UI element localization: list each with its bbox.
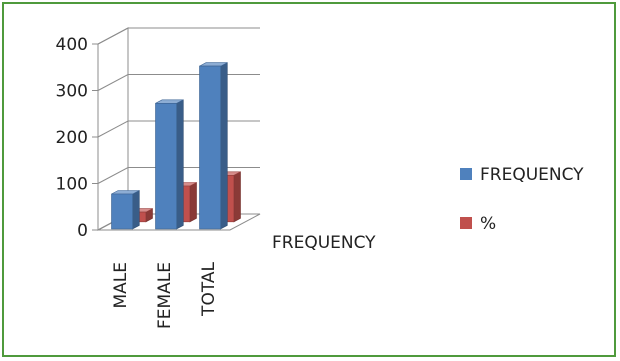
y-tick-label: 100	[56, 175, 88, 195]
y-tick-label: 400	[56, 35, 88, 55]
legend-label: %	[480, 214, 496, 234]
bar-frequency-female	[155, 99, 184, 230]
bar-frequency-male	[111, 190, 140, 230]
bar-frequency-total	[199, 62, 228, 230]
gridline	[97, 27, 260, 45]
x-category-label: MALE	[111, 262, 131, 309]
y-tick-label: 0	[77, 221, 88, 241]
bar-side	[220, 62, 228, 230]
legend-item-frequency: FREQUENCY	[460, 165, 584, 185]
chart-frame	[2, 2, 616, 357]
legend-swatch	[460, 168, 472, 180]
y-tick-label: 300	[56, 82, 88, 102]
x-category-label: TOTAL	[199, 261, 219, 316]
legend-label: FREQUENCY	[480, 165, 584, 185]
bar-side	[233, 171, 241, 223]
bar-front	[199, 65, 221, 230]
depth-axis-label: FREQUENCY	[272, 233, 376, 253]
bar-front	[111, 193, 133, 230]
legend-swatch	[460, 217, 472, 229]
bar-side	[132, 190, 140, 230]
bar-side	[176, 99, 184, 230]
x-category-label: FEMALE	[155, 262, 175, 329]
gridline	[97, 74, 260, 91]
y-axis-ticks: 0 100 200 300 400	[56, 35, 88, 241]
chart-bars	[111, 62, 241, 230]
bar-side	[189, 182, 197, 223]
bar-front	[155, 103, 177, 230]
x-axis-categories: MALE FEMALE TOTAL	[111, 261, 219, 329]
legend-item-percent: %	[460, 214, 496, 234]
y-tick-label: 200	[56, 128, 88, 148]
legend: FREQUENCY%	[460, 165, 584, 234]
